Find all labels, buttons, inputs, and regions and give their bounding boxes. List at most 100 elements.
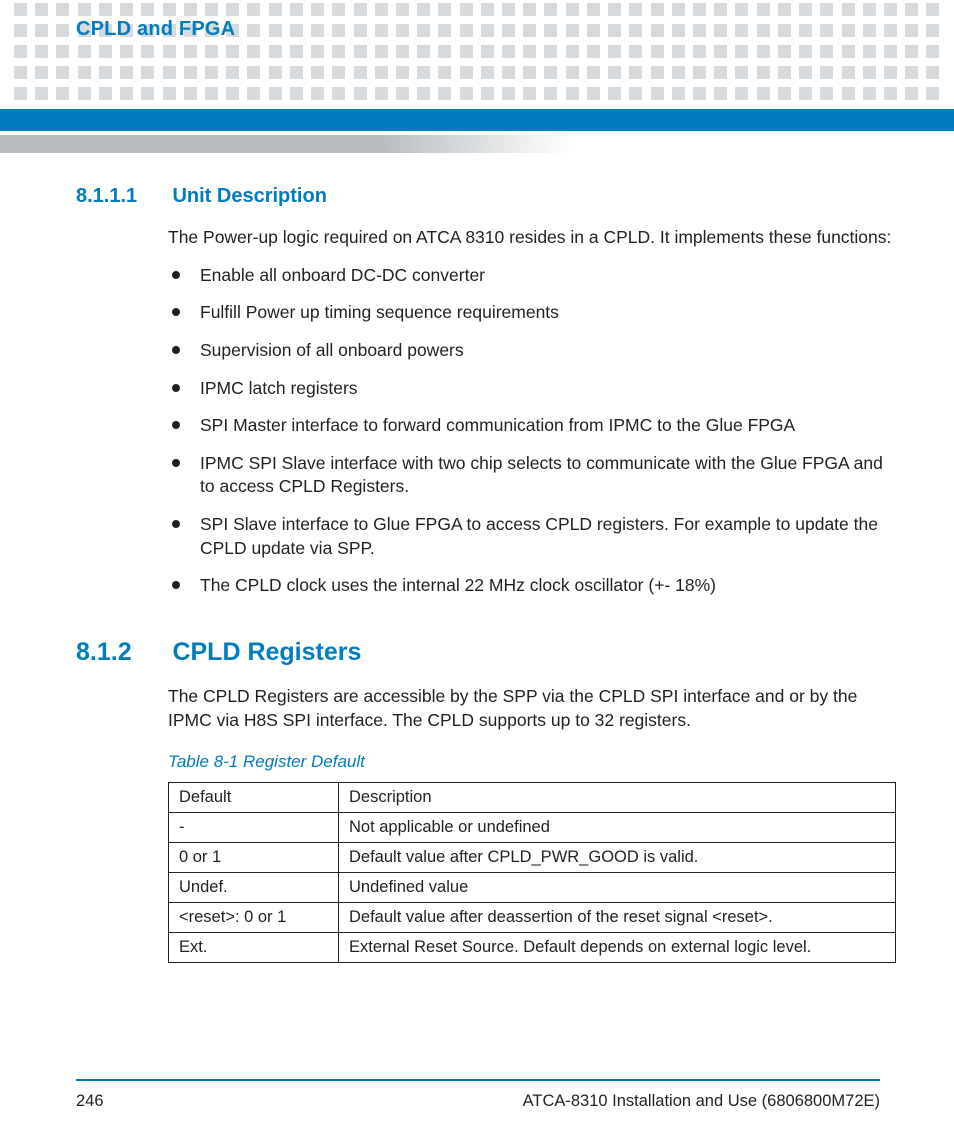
header-dot (141, 66, 154, 79)
header-dot (311, 24, 324, 37)
table-cell: <reset>: 0 or 1 (169, 903, 339, 933)
header-dot (820, 87, 833, 100)
header-dot (35, 45, 48, 58)
header-dot (120, 66, 133, 79)
header-dot (184, 3, 197, 16)
section-8-1-1-1-heading: 8.1.1.1 Unit Description (76, 185, 896, 208)
header-dot (269, 3, 282, 16)
section-8-1-1-1-bullet-list: Enable all onboard DC-DC converterFulfil… (168, 264, 896, 598)
header-dot (163, 3, 176, 16)
header-dot (608, 87, 621, 100)
header-dot (608, 24, 621, 37)
table-cell: Not applicable or undefined (339, 813, 896, 843)
header-dot (502, 66, 515, 79)
header-dot (99, 66, 112, 79)
header-dot (842, 87, 855, 100)
header-dot (905, 87, 918, 100)
list-item: IPMC latch registers (168, 377, 896, 401)
header-dot (78, 87, 91, 100)
header-dot (778, 3, 791, 16)
header-dot (842, 45, 855, 58)
table-row: <reset>: 0 or 1Default value after deass… (169, 903, 896, 933)
header-dot (629, 45, 642, 58)
header-dot (417, 45, 430, 58)
header-dot (205, 45, 218, 58)
register-default-table: DefaultDescription-Not applicable or und… (168, 782, 896, 963)
header-dot (757, 24, 770, 37)
header-dot (354, 66, 367, 79)
header-dot (523, 3, 536, 16)
header-dot (778, 87, 791, 100)
header-dot (714, 87, 727, 100)
table-cell: Undefined value (339, 873, 896, 903)
table-row: Ext.External Reset Source. Default depen… (169, 933, 896, 963)
header-dot (226, 87, 239, 100)
header-blue-bar (0, 109, 954, 131)
header-dot (99, 3, 112, 16)
header-dot (163, 45, 176, 58)
header-dot (566, 45, 579, 58)
header-dot (608, 3, 621, 16)
header-dot (269, 45, 282, 58)
header-dot (163, 87, 176, 100)
header-dot (78, 45, 91, 58)
header-dot (523, 87, 536, 100)
header-dot (544, 87, 557, 100)
header-dot (99, 87, 112, 100)
header-dot (311, 3, 324, 16)
header-dot (141, 3, 154, 16)
header-dot (396, 24, 409, 37)
header-dot (481, 24, 494, 37)
header-dot (651, 24, 664, 37)
header-dot (375, 24, 388, 37)
header-dot (226, 45, 239, 58)
header-dot (820, 3, 833, 16)
header-dot (290, 24, 303, 37)
header-dot (205, 66, 218, 79)
header-dot (799, 87, 812, 100)
section-title: CPLD Registers (172, 638, 361, 667)
header-dot (290, 3, 303, 16)
header-dot (460, 3, 473, 16)
table-cell: - (169, 813, 339, 843)
section-number: 8.1.2 (76, 638, 168, 667)
header-dot (523, 45, 536, 58)
page-footer: 246 ATCA-8310 Installation and Use (6806… (76, 1092, 880, 1111)
header-dot (608, 45, 621, 58)
header-dot (566, 24, 579, 37)
section-title: Unit Description (172, 185, 326, 208)
header-dot (417, 66, 430, 79)
header-dot (184, 66, 197, 79)
header-dot (672, 87, 685, 100)
table-row: 0 or 1Default value after CPLD_PWR_GOOD … (169, 843, 896, 873)
header-dot (120, 45, 133, 58)
section-8-1-1-1-intro: The Power-up logic required on ATCA 8310… (168, 226, 896, 250)
header-dot (714, 24, 727, 37)
header-dot (99, 45, 112, 58)
header-dot (608, 66, 621, 79)
header-dot (205, 3, 218, 16)
header-dot (56, 3, 69, 16)
header-dot (396, 87, 409, 100)
header-dot (587, 45, 600, 58)
list-item: SPI Slave interface to Glue FPGA to acce… (168, 513, 896, 560)
header-dot (693, 24, 706, 37)
header-dot (672, 66, 685, 79)
header-dot (799, 66, 812, 79)
header-dot-row (0, 87, 954, 100)
header-dot (651, 87, 664, 100)
header-dot (163, 66, 176, 79)
header-dot (438, 45, 451, 58)
header-dot (332, 66, 345, 79)
header-dot (56, 66, 69, 79)
header-dot (735, 45, 748, 58)
header-dot (863, 45, 876, 58)
header-dot (354, 45, 367, 58)
header-dot (78, 66, 91, 79)
header-dot (247, 3, 260, 16)
header-dot (78, 3, 91, 16)
table-cell: Default value after deassertion of the r… (339, 903, 896, 933)
header-dot (651, 3, 664, 16)
header-dot (290, 87, 303, 100)
header-dot (290, 66, 303, 79)
